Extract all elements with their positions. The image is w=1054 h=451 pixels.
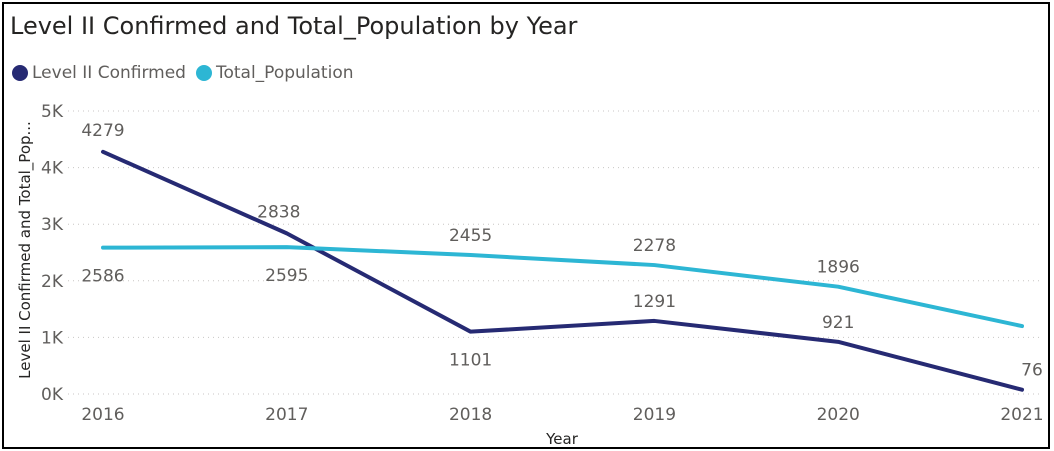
data-label-level-ii-confirmed: 1291 xyxy=(633,292,676,312)
legend: Level II Confirmed Total_Population xyxy=(12,63,358,83)
x-tick-label: 2016 xyxy=(81,405,124,425)
y-axis-title: Level II Confirmed and Total_Pop... xyxy=(16,121,35,379)
x-axis-title: Year xyxy=(545,430,579,448)
x-tick-label: 2017 xyxy=(265,405,308,425)
legend-item-level-ii-confirmed[interactable]: Level II Confirmed xyxy=(12,63,186,83)
series-line-level-ii-confirmed[interactable] xyxy=(101,149,1024,392)
legend-label-total-population: Total_Population xyxy=(215,63,354,83)
data-label-level-ii-confirmed: 921 xyxy=(822,313,854,333)
data-label-total-population: 2586 xyxy=(81,267,124,287)
x-tick-label: 2021 xyxy=(1000,405,1043,425)
series-line-total-population[interactable] xyxy=(101,245,1024,329)
y-tick-label: 4K xyxy=(41,159,64,179)
data-label-level-ii-confirmed: 4279 xyxy=(81,121,124,141)
y-tick-label: 3K xyxy=(41,215,64,235)
legend-item-total-population[interactable]: Total_Population xyxy=(195,63,354,83)
data-label-level-ii-confirmed: 2838 xyxy=(257,202,300,222)
legend-label-level-ii-confirmed: Level II Confirmed xyxy=(32,63,186,83)
data-label-total-population: 2278 xyxy=(633,236,676,256)
y-tick-label: 0K xyxy=(41,385,64,405)
x-tick-label: 2019 xyxy=(633,405,676,425)
legend-marker-total-population xyxy=(195,65,212,81)
data-label-level-ii-confirmed: 76 xyxy=(1021,361,1043,381)
y-tick-label: 5K xyxy=(41,102,64,122)
y-tick-label: 1K xyxy=(41,328,64,348)
y-tick-label: 2K xyxy=(41,272,64,292)
data-label-total-population: 1896 xyxy=(817,258,860,278)
data-label-level-ii-confirmed: 1101 xyxy=(449,351,492,371)
data-label-total-population: 2595 xyxy=(265,266,308,286)
chart-title: Level II Confirmed and Total_Population … xyxy=(10,12,578,40)
x-tick-label: 2020 xyxy=(817,405,860,425)
data-label-total-population: 2455 xyxy=(449,226,492,246)
legend-marker-level-ii-confirmed xyxy=(12,65,28,81)
x-tick-label: 2018 xyxy=(449,405,492,425)
